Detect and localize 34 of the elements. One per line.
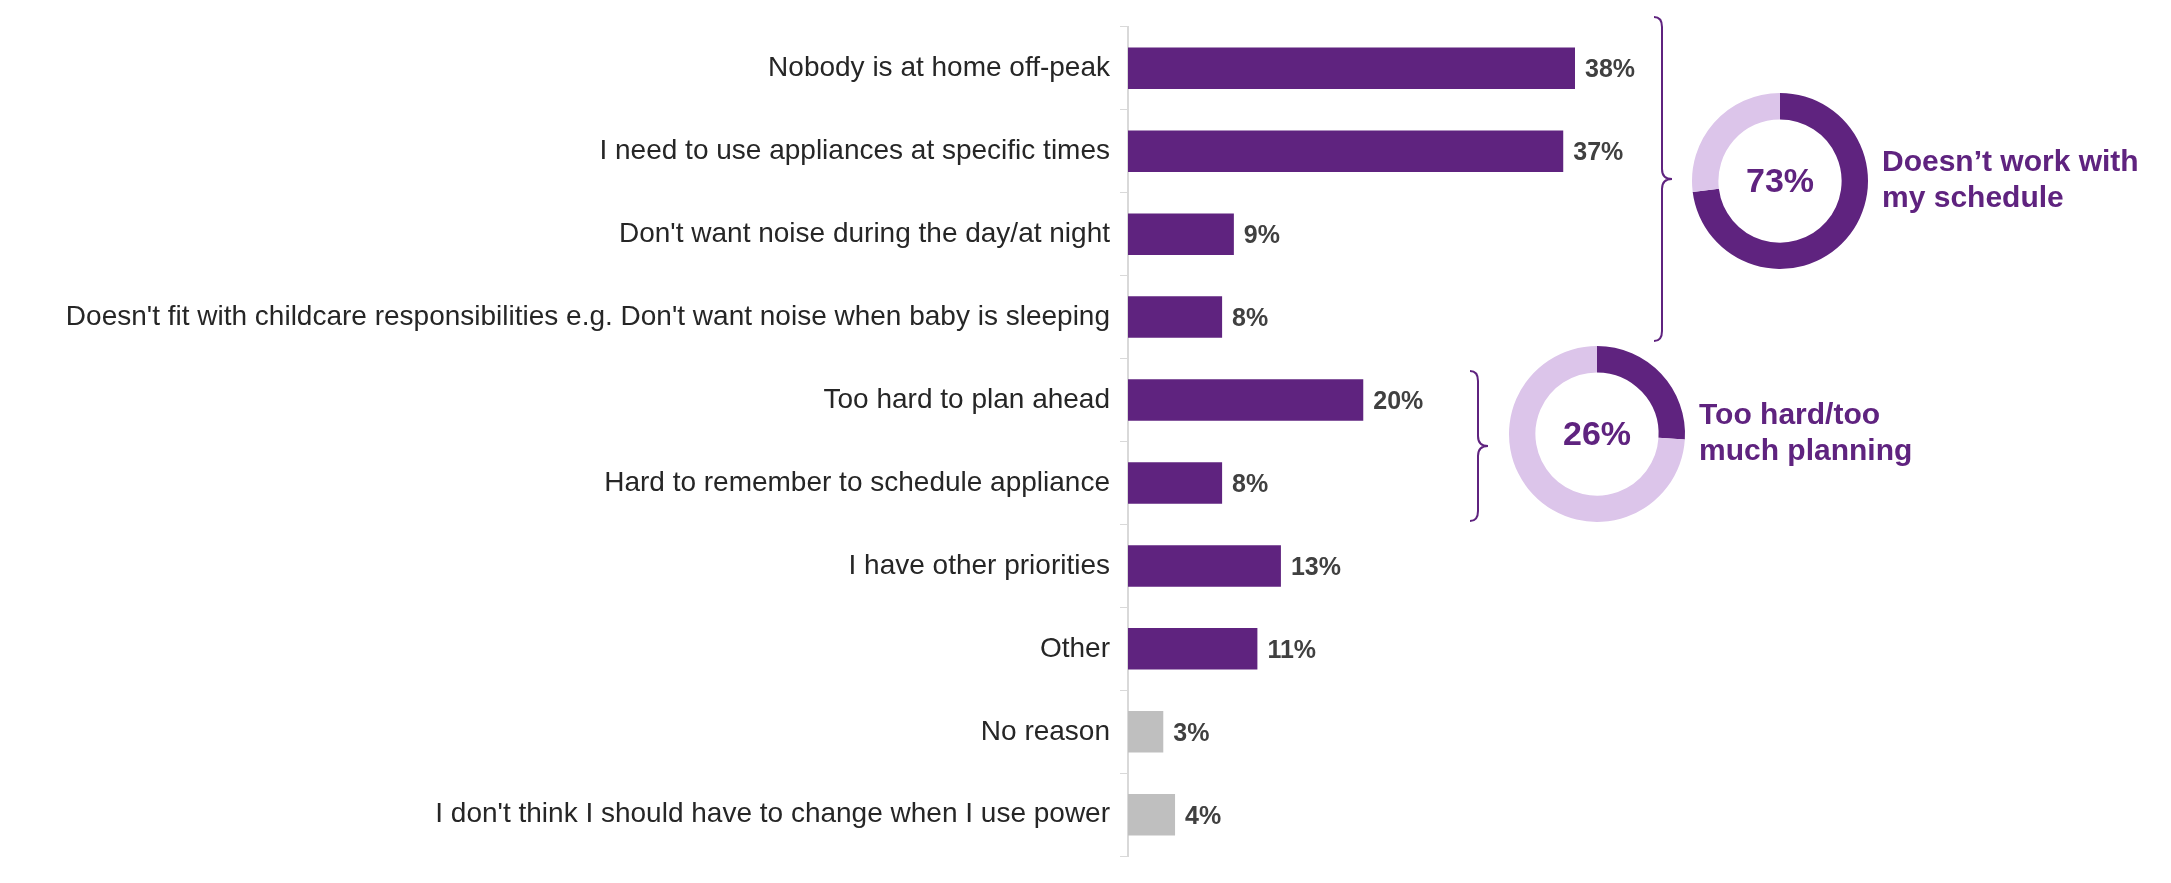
data-label: 8% <box>1232 302 1269 331</box>
text: Doesn’t work with my schedule <box>1882 144 2139 214</box>
data-label: 73% <box>1745 161 1815 200</box>
data-label: 4% <box>1185 800 1222 829</box>
text: Too hard/too much planning <box>1699 397 1913 467</box>
data-label: 11% <box>1267 634 1317 663</box>
bar <box>1128 296 1223 338</box>
bar <box>1128 794 1176 836</box>
bar <box>1128 47 1575 90</box>
data-label: 38% <box>1585 54 1636 83</box>
bar <box>1128 628 1258 670</box>
y-tick-label: I don't think I should have to change when I use power <box>435 797 1110 829</box>
y-tick-label: Don't want noise during the day/at night <box>619 216 1111 248</box>
y-tick-label: Nobody is at home off-peak <box>768 50 1111 82</box>
data-label: 3% <box>1173 717 1210 746</box>
data-label: 20% <box>1373 385 1424 414</box>
bar <box>1128 213 1234 255</box>
y-tick-label: Hard to remember to schedule appliance <box>604 465 1110 497</box>
data-label: 13% <box>1290 551 1341 580</box>
y-tick-label: Doesn't fit with childcare responsibilities e.g. Don't want noise when baby is sleeping <box>65 299 1110 331</box>
data-label: 9% <box>1243 220 1281 249</box>
y-tick-label: Too hard to plan ahead <box>823 382 1110 414</box>
bar <box>1128 379 1364 421</box>
bar <box>1128 711 1164 753</box>
bar <box>1128 130 1564 172</box>
bar <box>1128 462 1223 504</box>
data-label: 37% <box>1573 137 1624 166</box>
y-tick-label: I need to use appliances at specific times <box>599 133 1110 165</box>
data-label: 26% <box>1562 414 1632 453</box>
y-tick-label: Other <box>1039 631 1110 663</box>
data-label: 8% <box>1232 468 1269 497</box>
y-tick-label: No reason <box>980 714 1110 746</box>
y-tick-label: I have other priorities <box>848 548 1110 580</box>
bar <box>1128 545 1281 587</box>
